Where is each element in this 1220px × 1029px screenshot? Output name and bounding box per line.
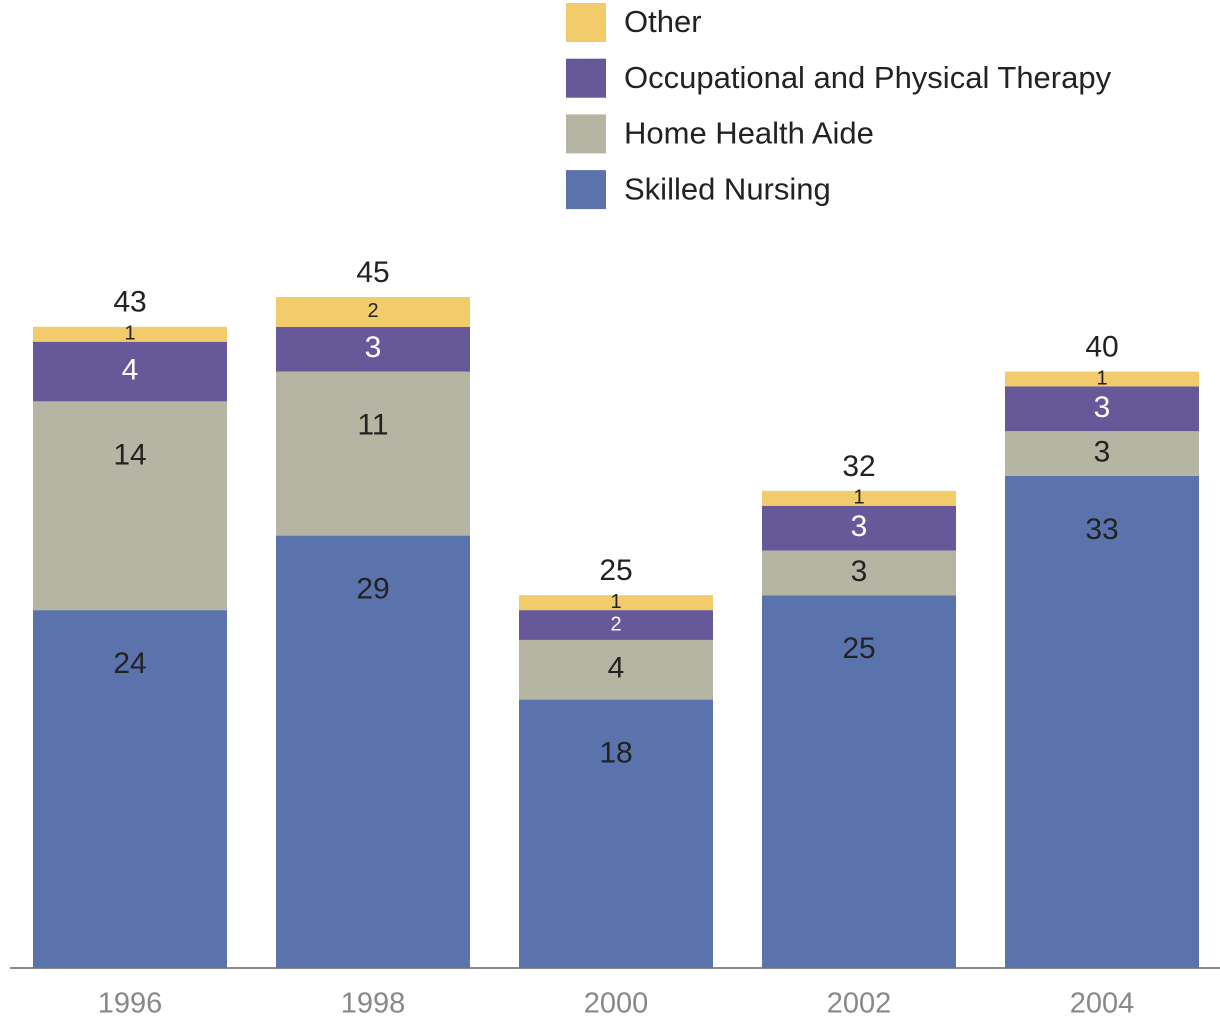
bar-segment	[33, 326, 227, 342]
total-label: 32	[842, 450, 875, 483]
bar-segment	[762, 595, 956, 968]
value-label: 25	[842, 632, 875, 665]
value-label: 14	[113, 438, 146, 471]
x-tick-label: 1998	[341, 988, 406, 1020]
bar-segment	[1005, 386, 1199, 432]
bar-segment	[762, 550, 956, 596]
bar-segment	[1005, 475, 1199, 968]
value-label: 11	[357, 408, 388, 441]
bar-segment	[276, 297, 470, 327]
bar-segment	[1005, 431, 1199, 476]
total-label: 40	[1085, 330, 1118, 363]
x-tick-label: 1996	[98, 988, 163, 1020]
value-label: 4	[608, 652, 625, 685]
bar-segment	[519, 699, 713, 968]
legend-swatch	[566, 58, 606, 98]
bar-segment	[276, 535, 470, 968]
legend-label: Occupational and Physical Therapy	[624, 60, 1112, 95]
value-label: 4	[122, 353, 139, 386]
bar-segment	[519, 639, 713, 700]
value-label: 1	[124, 323, 135, 345]
bar-segment	[1005, 371, 1199, 387]
value-label: 3	[1094, 391, 1111, 424]
legend-label: Home Health Aide	[624, 116, 874, 151]
bar-segment	[276, 326, 470, 372]
legend-label: Skilled Nursing	[624, 171, 831, 206]
bar-segment	[519, 610, 713, 640]
total-label: 25	[599, 554, 632, 587]
legend-swatch	[566, 170, 606, 210]
value-label: 24	[113, 647, 146, 680]
value-label: 1	[1096, 367, 1107, 389]
value-label: 2	[367, 300, 378, 322]
value-label: 2	[610, 613, 621, 635]
x-tick-label: 2004	[1070, 988, 1135, 1020]
value-label: 1	[610, 591, 621, 613]
value-label: 29	[356, 572, 389, 605]
bar-segment	[33, 401, 227, 611]
bar-segment	[519, 595, 713, 611]
value-label: 3	[365, 331, 382, 364]
value-label: 3	[851, 510, 868, 543]
bar-segment	[762, 490, 956, 506]
legend-label: Other	[624, 4, 702, 39]
x-tick-label: 2000	[584, 988, 649, 1020]
legend-swatch	[566, 114, 606, 154]
total-label: 43	[113, 286, 146, 319]
value-label: 1	[853, 487, 864, 509]
value-label: 3	[851, 555, 868, 588]
bar-segment	[33, 341, 227, 402]
total-label: 45	[356, 256, 389, 289]
value-label: 33	[1085, 513, 1118, 546]
bar-segment	[33, 610, 227, 968]
bar-segment	[276, 371, 470, 536]
value-label: 18	[599, 737, 632, 770]
x-tick-label: 2002	[827, 988, 892, 1020]
bar-segment	[762, 505, 956, 551]
value-label: 3	[1094, 435, 1111, 468]
legend-swatch	[566, 3, 606, 42]
